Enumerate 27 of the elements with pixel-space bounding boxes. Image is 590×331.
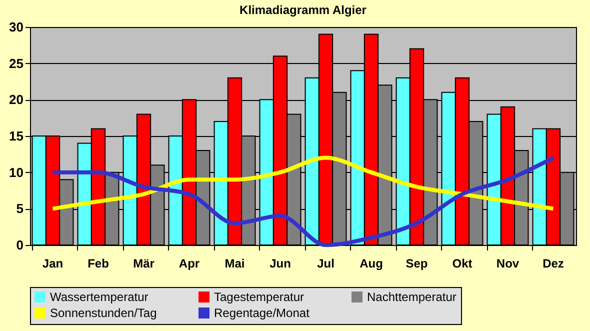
x-tick-label: Jun [270, 256, 291, 270]
x-tick-label: Jul [317, 256, 334, 270]
x-tick-label: Aug [360, 256, 383, 270]
legend-label: Tagestemperatur [214, 290, 304, 304]
x-tick-label: Okt [452, 256, 472, 270]
legend-label: Nachttemperatur [367, 290, 456, 304]
x-tick-label: Sep [406, 256, 428, 270]
y-tick-label: 15 [9, 128, 24, 144]
y-tick-label: 0 [16, 238, 24, 252]
x-tick-label: Apr [178, 256, 200, 270]
x-tick-label: Dez [542, 256, 564, 270]
x-tick-label: Mai [224, 256, 245, 270]
y-tick-label: 20 [9, 92, 24, 108]
y-tick-label: 5 [16, 201, 24, 216]
line-series [50, 156, 556, 247]
legend-label: Sonnenstunden/Tag [50, 306, 157, 320]
x-tick-label: Jan [42, 256, 64, 270]
x-tick-label: Nov [496, 256, 520, 270]
x-tick-label: Mär [133, 256, 155, 270]
chart-title: Klimadiagramm Algier [240, 3, 367, 17]
y-tick-label: 30 [9, 20, 24, 34]
y-tick-label: 10 [9, 164, 24, 180]
line-series [50, 156, 556, 211]
x-tick-label: Feb [88, 256, 109, 270]
legend-label: Wassertemperatur [50, 290, 148, 304]
legend-label: Regentage/Monat [214, 306, 310, 320]
y-tick-label: 25 [9, 56, 24, 71]
